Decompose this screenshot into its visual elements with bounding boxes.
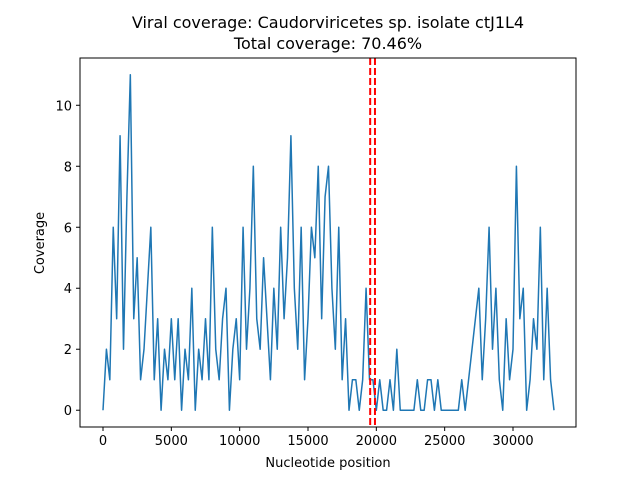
x-tick-label: 15000: [287, 434, 328, 449]
y-tick-label: 8: [64, 160, 72, 175]
chart-title: Viral coverage: Caudorviricetes sp. isol…: [132, 13, 524, 32]
chart-subtitle: Total coverage: 70.46%: [233, 34, 422, 53]
x-tick-label: 20000: [356, 434, 397, 449]
y-tick-label: 0: [64, 404, 72, 419]
x-tick-label: 10000: [219, 434, 260, 449]
x-tick-label: 5000: [155, 434, 188, 449]
y-tick-label: 4: [64, 282, 72, 297]
y-tick-label: 6: [64, 221, 72, 236]
y-tick-label: 10: [55, 99, 72, 114]
y-tick-label: 2: [64, 343, 72, 358]
coverage-line: [102, 74, 555, 411]
x-tick-label: 30000: [492, 434, 533, 449]
x-tick-label: 0: [99, 434, 107, 449]
x-axis-label: Nucleotide position: [265, 456, 390, 471]
plot-frame: [79, 57, 577, 428]
y-axis-label: Coverage: [33, 212, 48, 274]
x-tick-label: 25000: [424, 434, 465, 449]
